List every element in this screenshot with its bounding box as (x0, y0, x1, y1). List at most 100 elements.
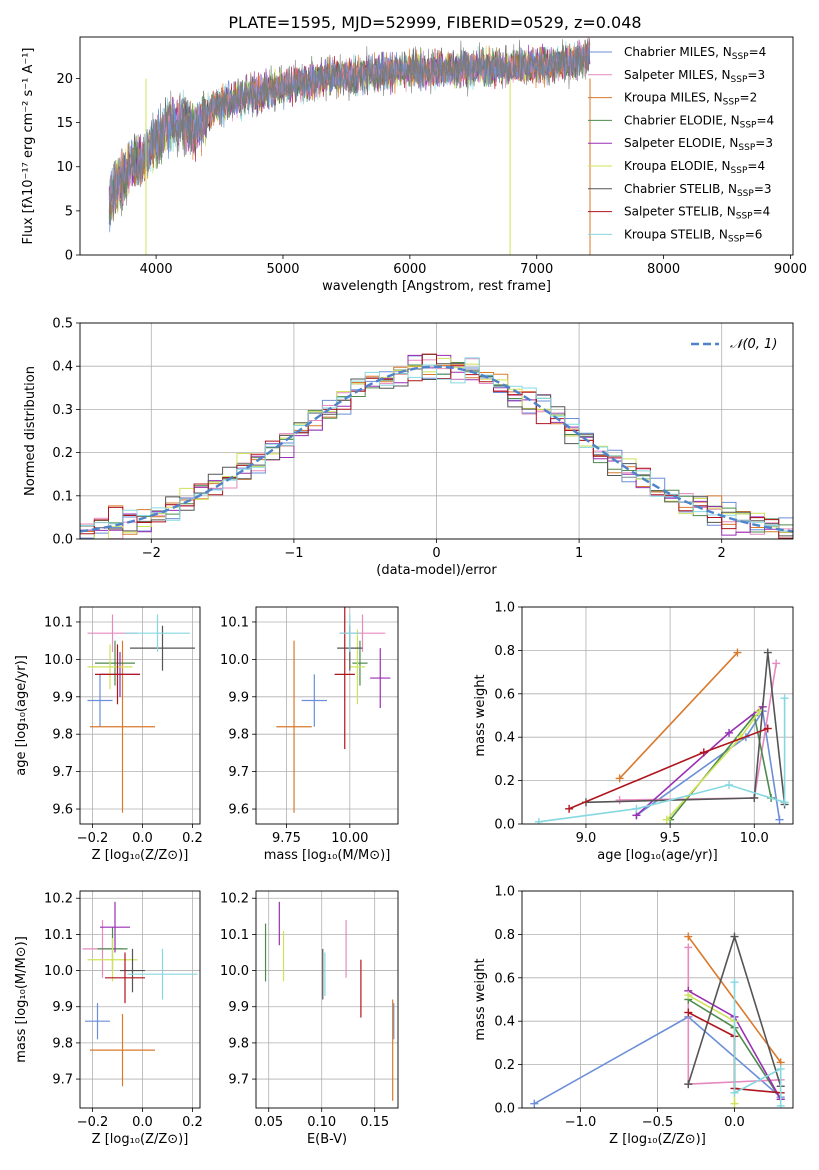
y-tick-label: 0.0 (494, 818, 515, 833)
y-tick-label: 10.0 (220, 964, 249, 979)
legend-entry: Chabrier STELIB, NSSP=3 (624, 182, 772, 199)
x-tick-label: 0.15 (360, 1115, 389, 1130)
x-tick-label: 9.75 (272, 831, 301, 846)
histogram-step (80, 353, 793, 539)
x-axis-label: Z [log₁₀(Z/Z⊙)] (609, 1132, 706, 1147)
y-tick-label: 0.4 (52, 360, 73, 375)
y-tick-label: 10.0 (44, 964, 73, 979)
x-axis-label: (data-model)/error (376, 563, 497, 578)
weight-line (733, 982, 782, 1106)
x-tick-label: 0.10 (307, 1115, 336, 1130)
y-axis-label: mass weight (473, 958, 488, 1040)
x-tick-label: 0.0 (132, 1115, 153, 1130)
legend-entry: Salpeter MILES, NSSP=3 (624, 68, 765, 85)
axes-frame (521, 606, 794, 825)
legend-count: =4 (747, 159, 765, 173)
x-tick-label: 10.0 (740, 831, 769, 846)
legend-count: =3 (754, 182, 772, 196)
plot-area (80, 353, 793, 539)
x-tick-label: 0.2 (182, 831, 203, 846)
y-axis-label: mass weight (473, 674, 488, 756)
plot-area (108, 37, 591, 255)
x-tick-label: 9.0 (576, 831, 597, 846)
y-axis-label: Flux [fλ10⁻¹⁷ erg cm⁻² s⁻¹ A⁻¹] (21, 48, 36, 245)
legend-entry: Chabrier ELODIE, NSSP=4 (624, 113, 774, 130)
legend-entry: Salpeter ELODIE, NSSP=3 (624, 136, 773, 153)
legend-count: =4 (749, 45, 767, 59)
x-tick-label: 0.2 (182, 1115, 203, 1130)
x-axis-label: Z [log₁₀(Z/Z⊙)] (92, 848, 189, 863)
axes-frame (79, 890, 201, 1109)
normal-curve (80, 365, 793, 533)
y-tick-label: 1.0 (494, 601, 515, 616)
x-tick-label: −2 (142, 546, 161, 561)
y-tick-label: 20 (56, 72, 73, 87)
axes-frame (79, 36, 794, 256)
panel-age_vs_z: −0.2 0.0 0.2 9.6 9.7 9.8 9.9 10.0 10.1 Z [log₁₀(Z… (14, 606, 203, 863)
x-tick-label: 6000 (393, 262, 426, 277)
chart-root: 4000 5000 6000 7000 8000 900005101520waveleng… (14, 36, 807, 1147)
x-tick-label: 10.00 (331, 831, 368, 846)
legend-entry: Kroupa STELIB, NSSP=6 (624, 227, 762, 244)
plot-area (82, 901, 198, 1087)
x-axis-label: E(B-V) (307, 1132, 347, 1147)
panel-mass_vs_z: −0.2 0.0 0.2 9.7 9.8 9.9 10.0 10.1 10.2 Z [log₁₀(… (14, 890, 203, 1147)
panel-mass_vs_ebv: 0.05 0.10 0.15 9.7 9.8 9.9 10.0 10.1 10.2 E(B-V) (220, 890, 399, 1147)
legend-entry: Salpeter STELIB, NSSP=4 (624, 205, 770, 222)
x-tick-label: 2 (718, 546, 726, 561)
legend-entry: Chabrier MILES, NSSP=4 (624, 45, 766, 62)
y-tick-label: 9.8 (52, 1036, 73, 1051)
legend-entry: Kroupa ELODIE, NSSP=4 (624, 159, 765, 176)
y-tick-label: 0.0 (52, 533, 73, 548)
x-tick-label: 7000 (520, 262, 553, 277)
legend-count: =3 (755, 136, 773, 150)
panel-age_vs_mass: 9.75 10.00 9.6 9.7 9.8 9.9 10.0 10.1 mass [log₁₀… (220, 606, 399, 863)
x-axis-label: Z [log₁₀(Z/Z⊙)] (92, 1132, 189, 1147)
spectrum-legend: Chabrier MILES, NSSP=4 Salpeter MILES, NS… (588, 45, 774, 244)
axes-frame (255, 606, 399, 825)
x-tick-label: 9.5 (660, 831, 681, 846)
x-axis-label: age [log₁₀(age/yr)] (597, 848, 718, 863)
y-axis-label: mass [log₁₀(M/M⊙)] (14, 936, 29, 1063)
legend-subscript: SSP (732, 52, 749, 62)
y-tick-label: 10.1 (220, 615, 249, 630)
weight-line (538, 698, 786, 823)
legend-subscript: SSP (731, 75, 748, 85)
legend-subscript: SSP (731, 166, 748, 176)
x-tick-label: 9000 (774, 262, 807, 277)
y-tick-label: 15 (56, 116, 73, 131)
plot-area (264, 901, 395, 1101)
axes-frame (521, 890, 794, 1109)
x-tick-label: −1 (284, 546, 303, 561)
y-tick-label: 0.4 (494, 731, 515, 746)
legend-count: =3 (747, 68, 765, 82)
x-tick-label: 0.0 (724, 1115, 745, 1130)
y-tick-label: 0.2 (494, 774, 515, 789)
legend-entry: 𝒩(0, 1) (730, 337, 777, 352)
x-tick-label: 5000 (266, 262, 299, 277)
weight-line (585, 652, 786, 805)
y-tick-label: 10.2 (220, 892, 249, 907)
axes-frame (79, 606, 201, 825)
axes-frame (255, 890, 399, 1109)
panel-mass_weight_vs_z: −1.0 −0.5 0.0 0.0 0.2 0.4 0.6 0.8 1.0 Z [log₁₀(Z/… (473, 885, 794, 1147)
x-axis-label: wavelength [Angstrom, rest frame] (322, 279, 551, 294)
y-tick-label: 9.9 (228, 1000, 249, 1015)
legend-count: =4 (756, 113, 774, 127)
y-tick-label: 1.0 (494, 885, 515, 900)
x-tick-label: −0.2 (77, 831, 109, 846)
y-tick-label: 0.1 (52, 489, 73, 504)
y-tick-label: 9.9 (52, 1000, 73, 1015)
y-tick-label: 10.2 (44, 892, 73, 907)
y-tick-label: 10.1 (44, 928, 73, 943)
weight-line (636, 709, 781, 820)
weight-line (669, 713, 772, 821)
y-tick-label: 9.9 (52, 690, 73, 705)
y-axis-label: Normed distribution (23, 366, 38, 496)
legend-count: =4 (753, 205, 771, 219)
panel-residuals: −2 −1 0 1 2 0.0 0.1 0.2 0.3 0.4 0.5 (data-model)/er… (23, 317, 794, 578)
y-tick-label: 0.8 (494, 928, 515, 943)
axes-frame (79, 322, 794, 540)
y-tick-label: 0.6 (494, 971, 515, 986)
